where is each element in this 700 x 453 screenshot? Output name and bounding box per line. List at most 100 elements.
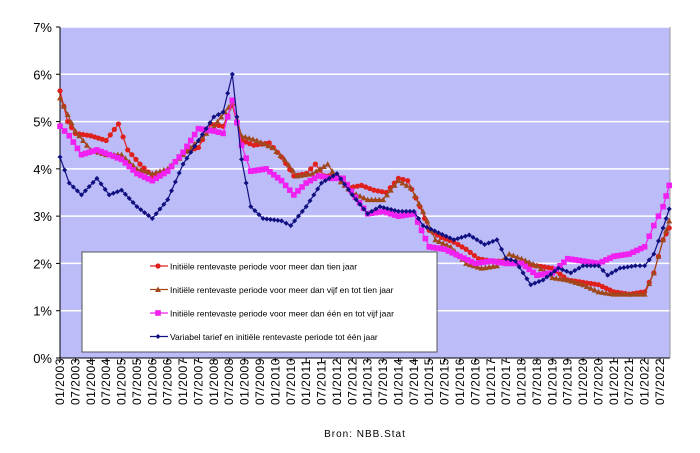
x-tick-label: 07/2020 <box>591 358 605 405</box>
data-point <box>453 251 459 258</box>
data-point <box>530 269 536 276</box>
data-point <box>392 207 398 213</box>
x-tick-label: 01/2016 <box>453 358 467 405</box>
data-point <box>537 271 544 278</box>
data-point <box>663 193 669 199</box>
data-point <box>660 203 666 210</box>
data-point <box>225 90 231 96</box>
data-point <box>324 161 331 167</box>
data-point <box>518 255 525 262</box>
data-point <box>572 268 578 274</box>
data-point <box>655 253 662 259</box>
data-point <box>530 261 537 267</box>
data-point <box>461 255 467 261</box>
data-point <box>278 177 285 184</box>
x-tick-label: 07/2014 <box>407 358 421 405</box>
data-point <box>599 258 606 265</box>
data-point <box>395 208 401 214</box>
data-point <box>514 260 521 267</box>
data-point <box>466 232 472 238</box>
data-point <box>273 148 280 155</box>
data-point <box>256 212 262 218</box>
x-tick-label: 01/2006 <box>145 358 159 405</box>
series-3 <box>57 71 672 288</box>
data-point <box>192 143 198 149</box>
data-point <box>243 155 249 162</box>
data-point <box>242 133 249 140</box>
data-point <box>141 168 148 174</box>
data-point <box>195 137 201 143</box>
data-point <box>607 255 613 261</box>
data-point <box>553 275 560 281</box>
data-point <box>470 234 476 240</box>
data-point <box>66 132 73 139</box>
data-point <box>315 186 321 192</box>
data-point <box>120 134 126 140</box>
data-point <box>618 252 625 258</box>
data-point <box>424 224 430 230</box>
data-point <box>540 277 546 283</box>
data-point <box>138 207 144 213</box>
x-tick-label: 01/2022 <box>638 358 652 405</box>
series-2 <box>57 97 673 279</box>
data-point <box>215 111 221 117</box>
data-point <box>315 173 322 179</box>
data-point <box>265 142 272 149</box>
x-tick-label: 01/2003 <box>53 358 67 405</box>
data-point <box>480 259 486 266</box>
data-point <box>330 173 336 179</box>
data-point <box>106 151 113 158</box>
data-point <box>243 180 249 186</box>
data-point <box>568 270 574 276</box>
legend: Initiële rentevaste periode voor meer da… <box>81 251 438 353</box>
data-point <box>545 264 552 271</box>
data-point <box>145 169 152 175</box>
data-point <box>637 291 644 297</box>
x-tick-label: 07/2007 <box>191 358 205 405</box>
data-point <box>169 188 175 194</box>
x-tick-label: 01/2009 <box>238 358 252 405</box>
data-point <box>180 161 186 167</box>
data-point <box>191 131 198 138</box>
data-point <box>591 287 598 293</box>
data-point <box>203 126 209 132</box>
data-point <box>114 155 121 161</box>
data-point <box>655 238 661 244</box>
data-point <box>317 165 323 172</box>
data-point <box>572 279 579 285</box>
x-tick-label: 01/2004 <box>84 358 98 405</box>
x-tick-label: 07/2008 <box>222 358 236 405</box>
y-tick-label: 6% <box>33 67 52 82</box>
data-point <box>403 182 410 188</box>
data-point <box>463 260 470 266</box>
data-point <box>251 142 257 148</box>
data-point <box>252 208 258 214</box>
data-point <box>133 156 139 162</box>
data-point <box>534 272 540 279</box>
data-point <box>111 126 117 133</box>
data-point <box>145 213 151 219</box>
data-point <box>584 280 590 286</box>
data-point <box>415 216 421 222</box>
data-point <box>358 182 365 189</box>
data-point <box>487 258 494 264</box>
data-point <box>557 275 563 282</box>
data-point <box>475 256 482 262</box>
data-point <box>90 148 96 154</box>
data-point <box>607 290 613 297</box>
y-tick-label: 5% <box>33 115 52 130</box>
data-point <box>666 182 673 189</box>
data-point <box>618 291 625 297</box>
data-point <box>568 256 575 263</box>
data-point <box>580 281 587 288</box>
data-point <box>215 129 222 136</box>
data-point <box>281 156 288 162</box>
data-point <box>68 119 75 126</box>
data-point <box>332 175 338 182</box>
data-point <box>526 266 533 273</box>
data-point <box>503 260 509 267</box>
data-point <box>247 141 253 147</box>
data-point <box>110 153 117 160</box>
data-point <box>292 218 298 224</box>
data-point <box>326 175 332 181</box>
